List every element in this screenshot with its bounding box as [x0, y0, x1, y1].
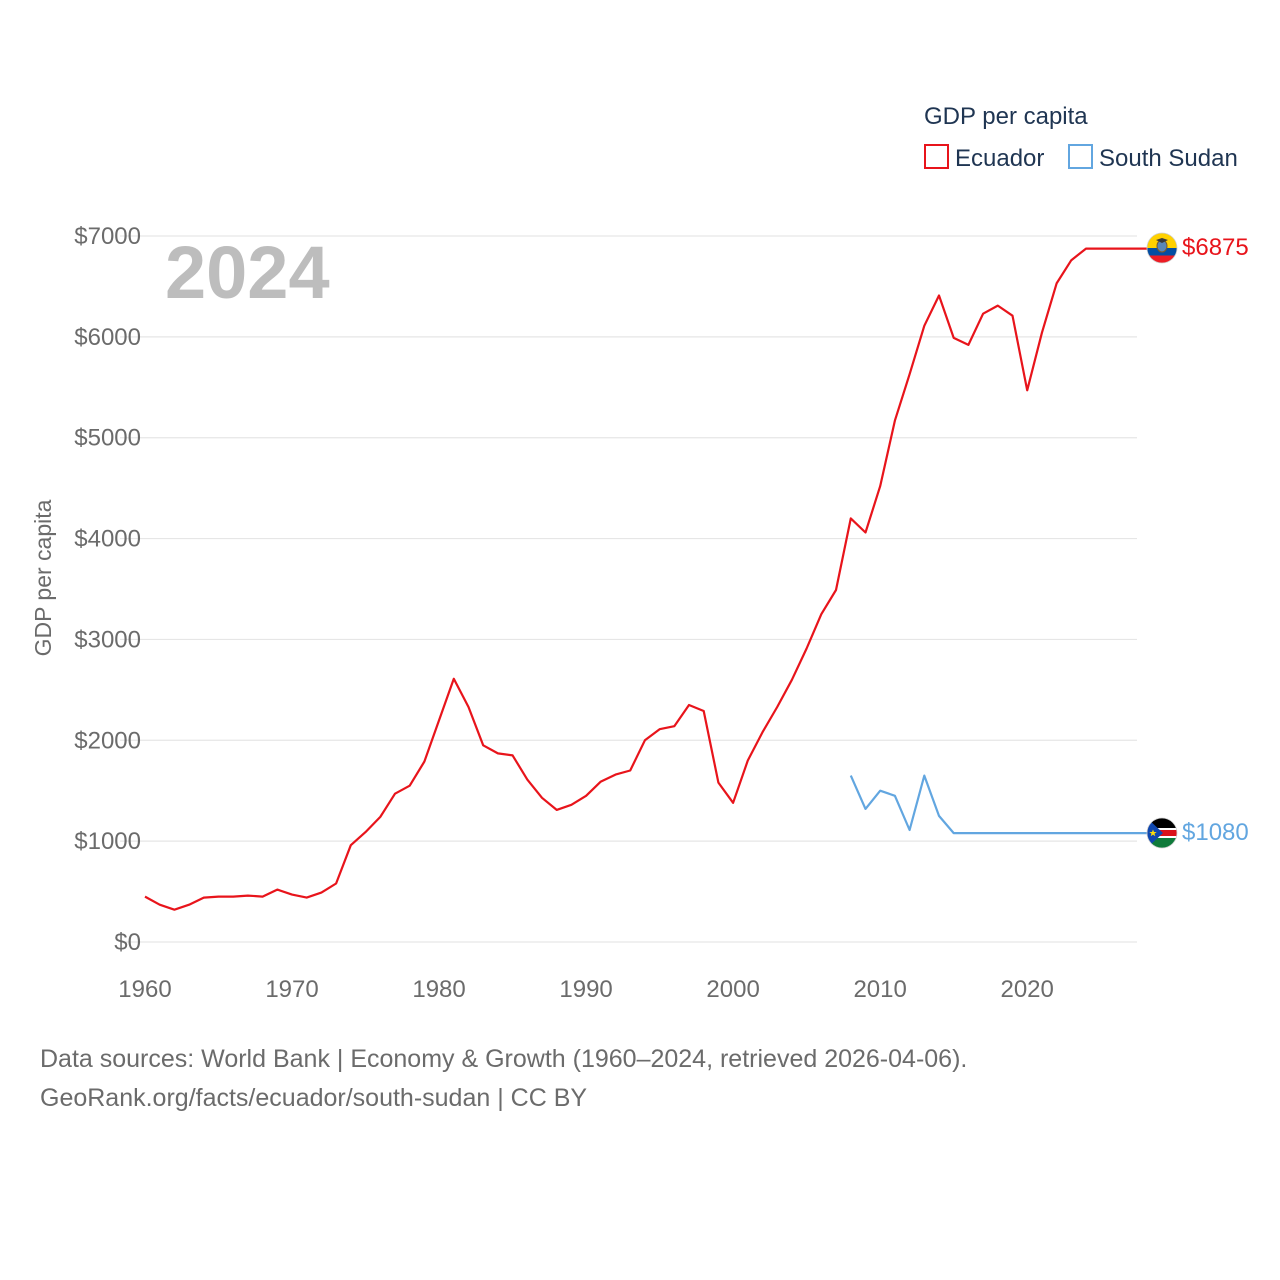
legend-swatch-south-sudan	[1068, 144, 1093, 169]
south-sudan-flag-icon	[1146, 817, 1178, 849]
legend-label-south-sudan: South Sudan	[1099, 145, 1238, 172]
y-tick-label: $0	[114, 929, 141, 956]
legend: GDP per capita Ecuador South Sudan	[924, 103, 1238, 172]
x-tick-label: 1990	[559, 976, 612, 1003]
x-tick-label: 1980	[412, 976, 465, 1003]
y-tick-label: $1000	[74, 828, 141, 855]
x-tick-label: 2000	[706, 976, 759, 1003]
x-axis-ticks: 1960 1970 1980 1990 2000 2010 2020	[118, 976, 1054, 1003]
y-axis-ticks: $0 $1000 $2000 $3000 $4000 $5000 $6000 $7000	[74, 223, 141, 956]
series-lines	[144, 247, 1147, 911]
y-tick-label: $6000	[74, 324, 141, 351]
end-label-ecuador: $6875	[1182, 234, 1249, 261]
legend-label-ecuador: Ecuador	[955, 145, 1044, 172]
legend-swatch-ecuador	[924, 144, 949, 169]
y-tick-label: $3000	[74, 626, 141, 653]
x-tick-label: 2020	[1000, 976, 1053, 1003]
y-tick-label: $7000	[74, 223, 141, 250]
ecuador-flag-icon	[1146, 232, 1178, 264]
series-line-south-sudan[interactable]	[849, 774, 1147, 835]
x-tick-label: 2010	[853, 976, 906, 1003]
series-line-ecuador[interactable]	[144, 247, 1147, 911]
y-tick-label: $2000	[74, 727, 141, 754]
legend-title: GDP per capita	[924, 103, 1088, 130]
end-label-south-sudan: $1080	[1182, 819, 1249, 846]
legend-item-ecuador[interactable]: Ecuador	[924, 144, 1044, 172]
y-tick-label: $5000	[74, 425, 141, 452]
x-tick-label: 1960	[118, 976, 171, 1003]
y-tick-label: $4000	[74, 526, 141, 553]
y-axis-label: GDP per capita	[30, 499, 56, 656]
year-overlay: 2024	[165, 231, 330, 314]
grid-lines	[120, 235, 1137, 943]
source-url-license[interactable]: GeoRank.org/facts/ecuador/south-sudan | …	[40, 1084, 588, 1112]
x-tick-label: 1970	[265, 976, 318, 1003]
legend-item-south-sudan[interactable]: South Sudan	[1068, 144, 1238, 172]
data-source-note: Data sources: World Bank | Economy & Gro…	[40, 1045, 968, 1073]
